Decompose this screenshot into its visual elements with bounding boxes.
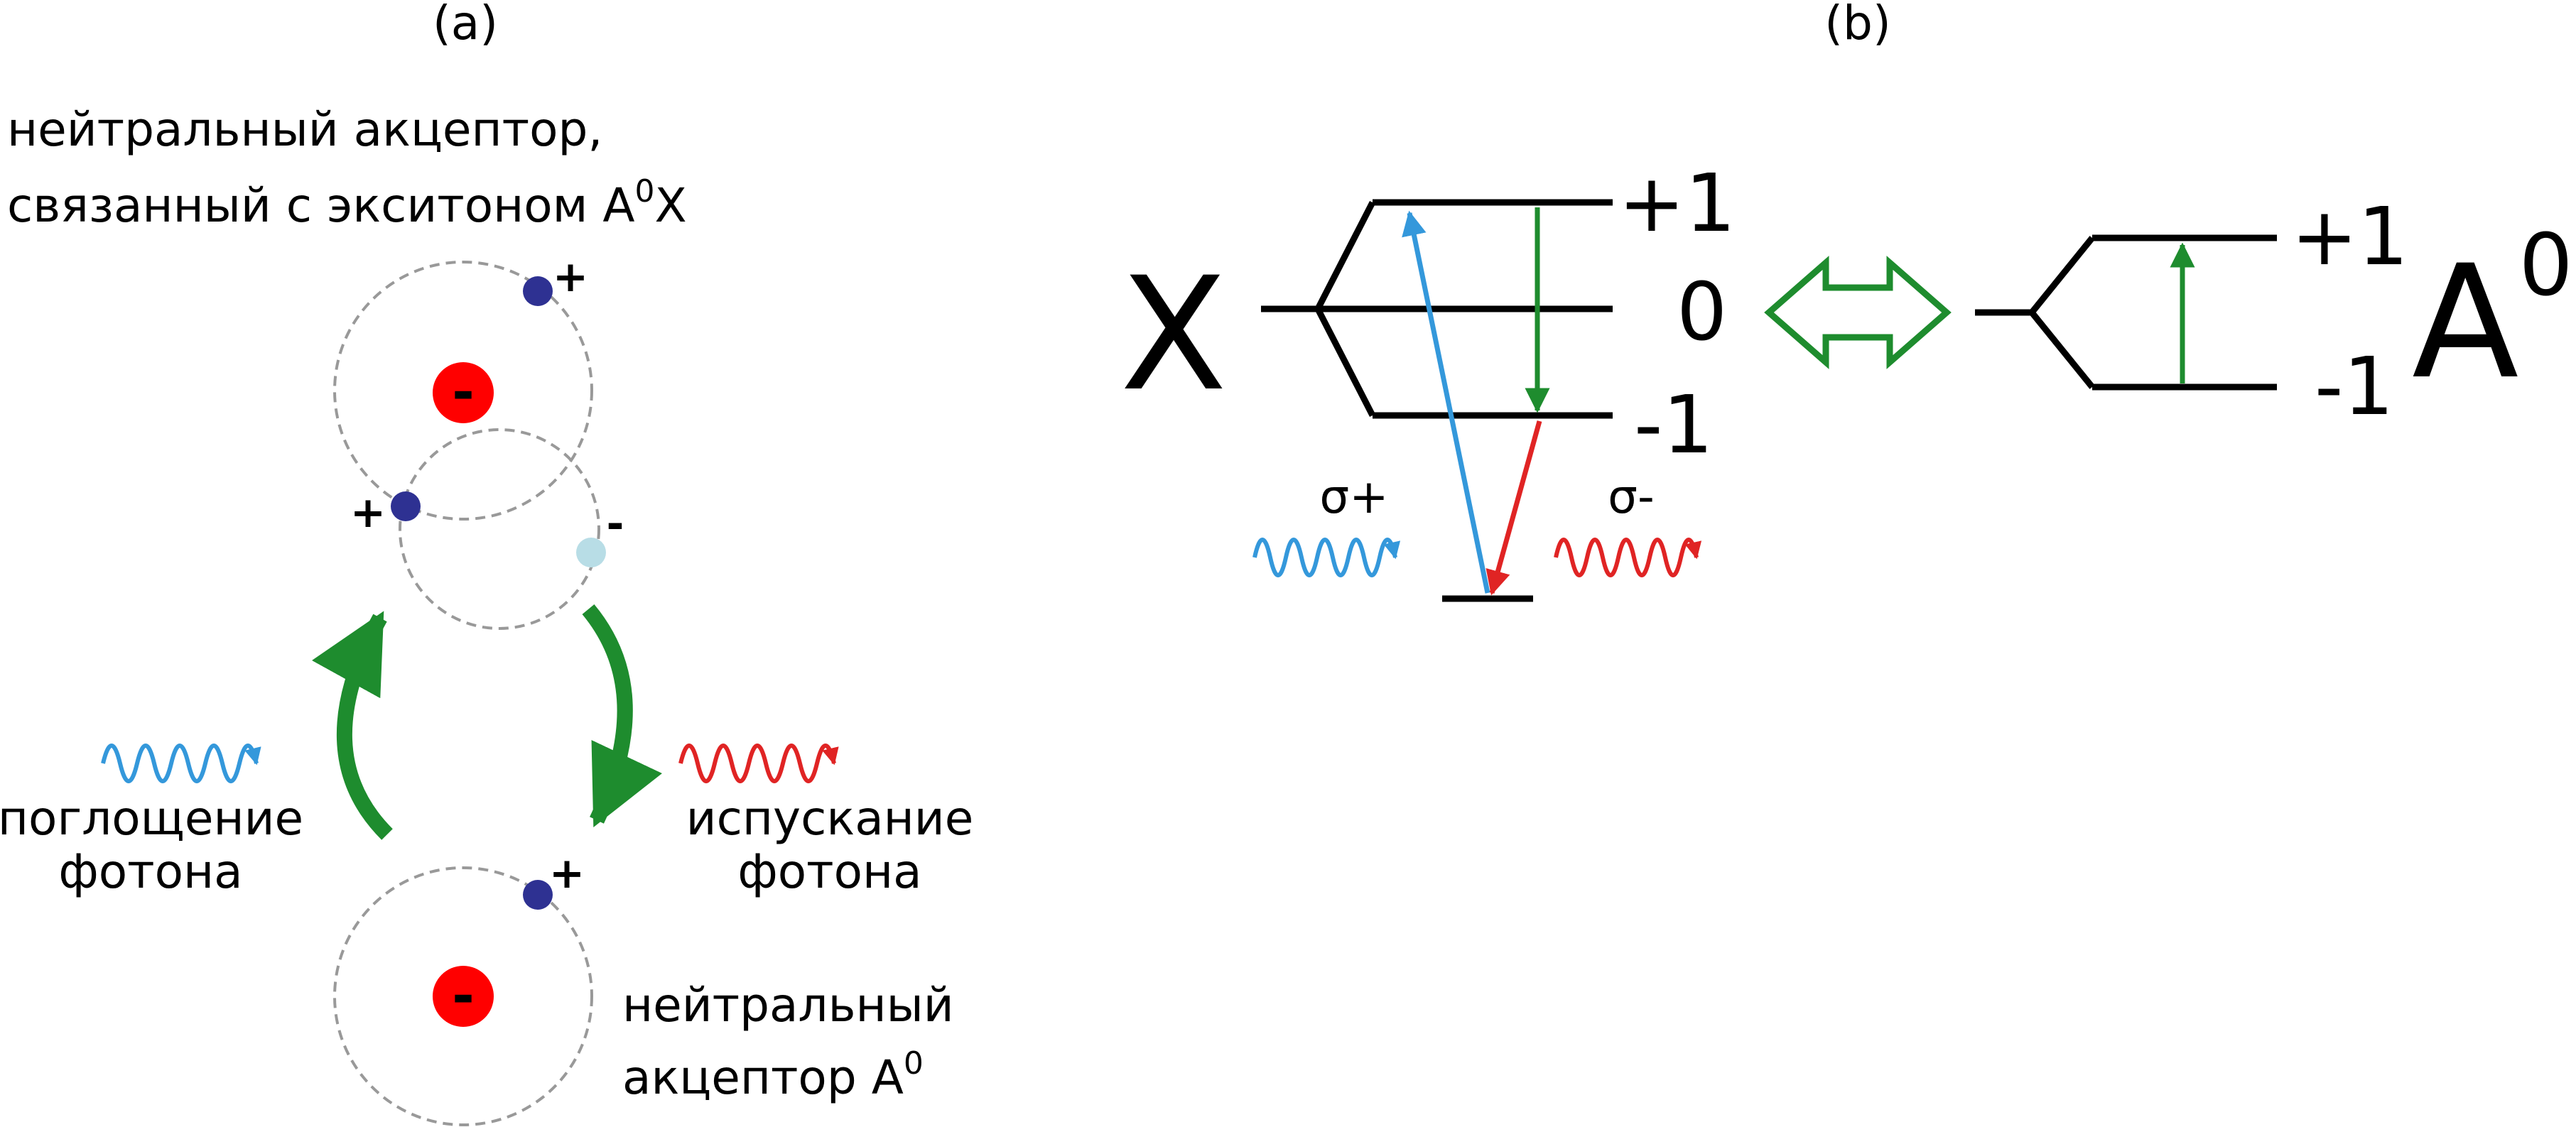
- acceptor-splitting-lines: [2028, 236, 2095, 389]
- acceptor-hole-top: [523, 276, 553, 306]
- emission-arrow: [582, 604, 662, 827]
- sigma-plus-absorption-arrow: [1402, 210, 1490, 594]
- exciton-orbit: [399, 428, 600, 630]
- panel-a: (a) нейтральный акцептор, связанный с эк…: [0, 0, 974, 1126]
- exciton-hole: [391, 491, 421, 521]
- exciton-electron: [576, 538, 606, 567]
- acceptor-core-top: [433, 362, 494, 423]
- sigma-minus-label: σ-: [1608, 469, 1655, 524]
- emission-label-line1: испускание: [686, 791, 974, 846]
- exciton-electron-sign: -: [607, 499, 624, 549]
- sigma-plus-photon-wave-icon: [1252, 538, 1401, 577]
- acceptor-levels: [1975, 234, 2277, 391]
- panel-b: (b) X +1 0 -1 σ+ σ-: [1120, 0, 2573, 602]
- bound-complex-title-line1: нейтральный акцептор,: [7, 102, 602, 157]
- neutral-acceptor-label-line2: акцептор A0: [622, 1045, 924, 1105]
- acceptor-core-bottom-sign: -: [452, 964, 475, 1027]
- equivalence-double-arrow-icon: [1764, 256, 1952, 369]
- bound-complex-title-line2-text: связанный с экситоном A: [7, 178, 635, 233]
- absorption-arrow: [311, 611, 393, 840]
- neutral-acceptor-label-line1: нейтральный: [622, 978, 954, 1033]
- sigma-plus-label: σ+: [1319, 469, 1388, 524]
- absorption-label-line2: фотона: [58, 844, 242, 899]
- neutral-acceptor-label-line2-text: акцептор A: [622, 1050, 904, 1105]
- acceptor-orbit-top: [333, 261, 593, 521]
- acceptor-orbit-bottom: [333, 866, 593, 1126]
- absorbed-photon-wave-icon: [101, 744, 261, 783]
- acceptor-symbol-letter: A: [2412, 232, 2519, 413]
- bound-complex-title-line2: связанный с экситоном A0X: [7, 173, 687, 233]
- exciton-levels: [1261, 199, 1613, 602]
- bound-complex-title-tail: X: [655, 178, 687, 233]
- emission-label-line2: фотона: [737, 844, 921, 899]
- acceptor-level-label-minus1: -1: [2315, 341, 2394, 433]
- acceptor-core-top-sign: -: [452, 360, 475, 423]
- acceptor-symbol-superscript: 0: [2519, 217, 2573, 315]
- sigma-minus-photon-wave-icon: [1554, 538, 1702, 577]
- acceptor-level-label-plus1: +1: [2291, 191, 2408, 283]
- absorption-label-line1: поглощение: [0, 791, 303, 846]
- exciton-symbol: X: [1120, 244, 1228, 425]
- neutral-acceptor: - +: [333, 849, 593, 1126]
- neutral-acceptor-label-superscript: 0: [904, 1045, 924, 1082]
- panel-b-label: (b): [1824, 0, 1890, 50]
- acceptor-hole-bottom: [523, 880, 553, 910]
- exciton-level-label-minus1: -1: [1634, 379, 1714, 472]
- acceptor-core-bottom: [433, 966, 494, 1027]
- panel-a-label: (a): [433, 0, 498, 50]
- exciton-level-label-0: 0: [1677, 266, 1727, 359]
- exciton-hole-sign: +: [350, 488, 386, 538]
- bound-complex-title-superscript: 0: [635, 173, 655, 209]
- acceptor-hole-bottom-sign: +: [549, 849, 585, 898]
- acceptor-symbol: A0: [2412, 217, 2573, 413]
- sigma-minus-emission-arrow: [1485, 420, 1542, 596]
- emitted-photon-wave-icon: [678, 744, 839, 783]
- acceptor-hole-top-sign: +: [553, 252, 588, 302]
- bound-exciton-complex: - + + -: [333, 252, 624, 630]
- exciton-level-label-plus1: +1: [1618, 158, 1736, 250]
